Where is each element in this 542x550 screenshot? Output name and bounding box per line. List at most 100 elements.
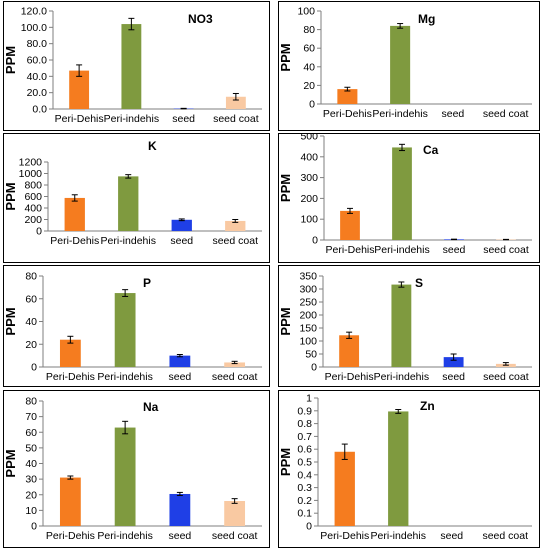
y-tick-label: 0 bbox=[31, 362, 37, 374]
y-tick-label: 100 bbox=[299, 336, 317, 348]
y-tick-label: 20 bbox=[25, 339, 37, 351]
y-tick-label: 60.0 bbox=[27, 55, 48, 67]
bar-peri-indehis bbox=[392, 147, 412, 240]
y-tick-label: 80 bbox=[303, 24, 315, 36]
y-tick-label: 30 bbox=[25, 474, 37, 486]
x-tick-label: seed coat bbox=[483, 108, 529, 120]
y-tick-label: 1000 bbox=[19, 168, 43, 180]
x-tick-label: seed coat bbox=[212, 530, 258, 542]
y-tick-label: 300 bbox=[300, 172, 318, 184]
x-tick-label: seed coat bbox=[212, 371, 258, 383]
x-tick-label: seed bbox=[168, 530, 191, 542]
x-tick-label: Peri-Dehis bbox=[325, 371, 374, 383]
x-tick-label: Peri-Dehis bbox=[325, 244, 374, 256]
x-tick-label: Peri-indehis bbox=[371, 530, 426, 542]
bar-peri-indehis bbox=[121, 24, 142, 109]
chart-title: Mg bbox=[418, 12, 435, 26]
y-tick-label: 0.9 bbox=[297, 405, 312, 417]
y-tick-label: 20.0 bbox=[27, 87, 48, 99]
y-tick-label: 200 bbox=[299, 310, 317, 322]
bar-peri-indehis bbox=[388, 411, 409, 526]
x-tick-label: Peri-indehis bbox=[374, 244, 429, 256]
x-tick-label: Peri-Dehis bbox=[46, 371, 95, 383]
y-tick-label: 60 bbox=[25, 293, 37, 305]
bar-peri-dehis bbox=[337, 89, 358, 104]
y-axis-label: PPM bbox=[278, 448, 293, 476]
chart-ca: 0 100 200 300 400 500 PPM Ca Peri-Dehis Peri-inde… bbox=[278, 133, 540, 263]
bar-peri-dehis bbox=[339, 335, 360, 367]
y-tick-label: 60 bbox=[25, 427, 37, 439]
bar-peri-dehis bbox=[69, 70, 90, 109]
x-tick-label: Peri-indehis bbox=[97, 530, 152, 542]
y-tick-label: 50 bbox=[25, 442, 37, 454]
x-tick-label: seed coat bbox=[483, 244, 529, 256]
y-axis-label: PPM bbox=[3, 449, 18, 477]
bar-peri-dehis bbox=[334, 451, 355, 526]
x-tick-label: Peri-Dehis bbox=[55, 113, 104, 125]
y-tick-label: 200 bbox=[300, 193, 318, 205]
x-tick-label: seed bbox=[440, 530, 463, 542]
x-tick-label: seed coat bbox=[212, 235, 258, 247]
y-tick-label: 0 bbox=[312, 235, 318, 247]
y-tick-label: 0 bbox=[31, 521, 37, 533]
bar-peri-indehis bbox=[118, 176, 139, 231]
y-tick-label: 800 bbox=[24, 180, 42, 192]
y-tick-label: 40.0 bbox=[27, 71, 48, 83]
y-axis-label: PPM bbox=[278, 174, 293, 202]
y-tick-label: 500 bbox=[300, 133, 318, 143]
y-tick-label: 120.0 bbox=[21, 6, 47, 18]
x-tick-label: seed bbox=[443, 244, 466, 256]
x-tick-label: seed bbox=[168, 371, 191, 383]
y-tick-label: 0.8 bbox=[297, 418, 312, 430]
bar-peri-dehis bbox=[59, 477, 81, 526]
bar-seed bbox=[169, 493, 191, 526]
bar-seed bbox=[443, 357, 464, 367]
y-tick-label: 0.1 bbox=[297, 508, 312, 520]
chart-frame bbox=[278, 390, 540, 548]
y-axis-label: PPM bbox=[3, 46, 18, 74]
y-tick-label: 20 bbox=[25, 489, 37, 501]
bar-peri-indehis bbox=[114, 293, 136, 367]
x-tick-label: seed bbox=[172, 113, 195, 125]
bar-seed bbox=[171, 219, 192, 231]
bar-peri-dehis bbox=[59, 339, 81, 367]
chart-title: K bbox=[148, 139, 157, 153]
chart-title: Na bbox=[143, 400, 159, 414]
y-tick-label: 0.3 bbox=[297, 482, 312, 494]
y-tick-label: 10 bbox=[25, 505, 37, 517]
x-tick-label: Peri-indehis bbox=[372, 108, 427, 120]
chart-title: Ca bbox=[423, 143, 439, 157]
chart-title: S bbox=[415, 276, 423, 290]
bar-peri-dehis bbox=[64, 197, 85, 231]
y-tick-label: 100 bbox=[300, 214, 318, 226]
y-tick-label: 400 bbox=[24, 203, 42, 215]
bar-peri-indehis bbox=[114, 427, 136, 526]
y-tick-label: 400 bbox=[300, 151, 318, 163]
chart-no3: 0.0 20.0 40.0 60.0 80.0 100.0 120.0 PPM NO3 Peri-… bbox=[3, 1, 270, 131]
y-tick-label: 80 bbox=[25, 271, 37, 283]
x-tick-label: Peri-indehis bbox=[374, 371, 429, 383]
y-tick-label: 300 bbox=[299, 284, 317, 296]
x-tick-label: seed bbox=[442, 371, 465, 383]
bar-seed-coat bbox=[225, 220, 246, 231]
x-tick-label: Peri-indehis bbox=[97, 371, 152, 383]
y-tick-label: 0 bbox=[306, 521, 312, 533]
y-tick-label: 50 bbox=[305, 349, 317, 361]
bar-seed-coat bbox=[224, 362, 246, 367]
x-tick-label: Peri-Dehis bbox=[50, 235, 99, 247]
y-tick-label: 0.7 bbox=[297, 431, 312, 443]
chart-na: 0 10 20 30 40 50 60 70 80 PPM Na Peri-Dehis Peri-ind… bbox=[3, 390, 270, 548]
y-axis-label: PPM bbox=[278, 307, 293, 335]
y-tick-label: 1200 bbox=[19, 157, 43, 169]
y-tick-label: 0 bbox=[36, 226, 42, 238]
y-tick-label: 1 bbox=[306, 393, 312, 405]
y-tick-label: 0.0 bbox=[32, 104, 47, 116]
bar-seed-coat bbox=[225, 96, 246, 109]
x-tick-label: Peri-indehis bbox=[104, 113, 159, 125]
x-tick-label: Peri-Dehis bbox=[46, 530, 95, 542]
chart-zn: 00.10.20.30.40.50.60.70.80.91 PPM Zn Peri-D… bbox=[278, 390, 540, 548]
y-tick-label: 150 bbox=[299, 323, 317, 335]
chart-title: Zn bbox=[420, 399, 435, 413]
